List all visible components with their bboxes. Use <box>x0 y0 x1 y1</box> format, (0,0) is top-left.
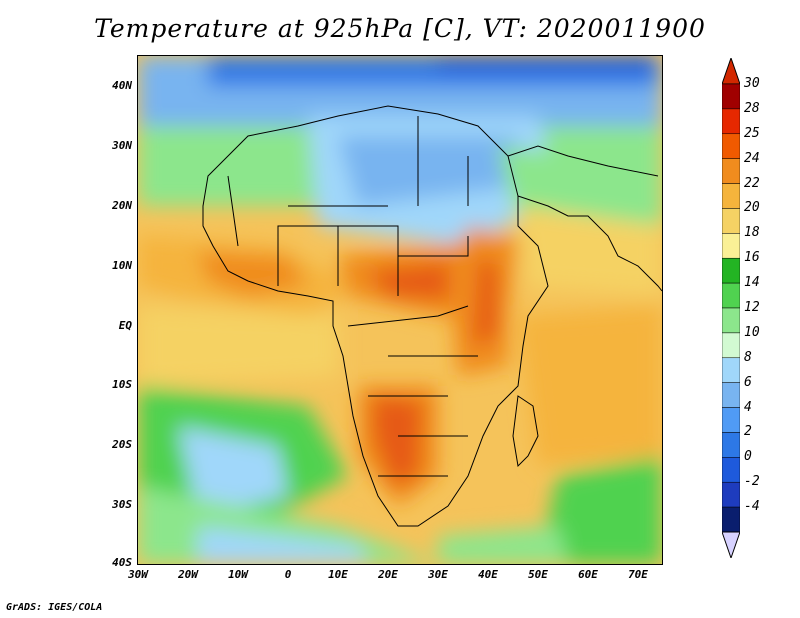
lat-label: 20N <box>112 199 132 212</box>
colorbar <box>722 58 740 558</box>
colorbar-swatch <box>722 183 740 209</box>
lon-label: 20E <box>378 568 398 581</box>
colorbar-swatch <box>722 457 740 483</box>
colorbar-swatch <box>722 282 740 309</box>
colorbar-label: 10 <box>744 324 760 340</box>
lon-label: 50E <box>528 568 548 581</box>
colorbar-label: -2 <box>744 474 760 490</box>
colorbar-label: 22 <box>744 175 760 191</box>
lon-label: 20W <box>178 568 198 581</box>
credit-text: GrADS: IGES/COLA <box>6 602 103 613</box>
colorbar-label: 28 <box>744 100 760 116</box>
lat-label: 40N <box>112 79 132 92</box>
lon-label: 10E <box>328 568 348 581</box>
lon-label: 30W <box>128 568 148 581</box>
lat-label: 40S <box>112 556 132 569</box>
colorbar-label: 14 <box>744 275 760 291</box>
lat-label: 20S <box>112 438 132 451</box>
colorbar-swatch <box>722 257 740 284</box>
colorbar-swatch <box>722 158 740 184</box>
colorbar-label: 6 <box>744 374 752 390</box>
colorbar-label: -4 <box>744 499 760 515</box>
colorbar-swatch <box>722 481 740 508</box>
colorbar-swatch <box>722 357 740 383</box>
colorbar-label: 8 <box>744 349 752 365</box>
lat-label: 30N <box>112 139 132 152</box>
colorbar-swatch <box>722 83 740 110</box>
colorbar-top-triangle <box>722 58 740 85</box>
colorbar-label: 0 <box>744 449 752 465</box>
colorbar-label: 20 <box>744 200 760 216</box>
colorbar-swatch <box>722 108 740 135</box>
colorbar-swatch <box>722 506 740 533</box>
temperature-map <box>137 55 663 565</box>
lat-label: EQ <box>118 319 132 332</box>
colorbar-swatch <box>722 307 740 334</box>
colorbar-label: 24 <box>744 150 760 166</box>
lon-label: 60E <box>578 568 598 581</box>
lat-label: 30S <box>112 498 132 511</box>
colorbar-label: 2 <box>744 424 752 440</box>
colorbar-swatch <box>722 432 740 458</box>
lon-label: 70E <box>628 568 648 581</box>
colorbar-label: 25 <box>744 125 760 141</box>
map-title: Temperature at 925hPa [C], VT: 202001190… <box>94 14 706 43</box>
colorbar-swatch <box>722 133 740 159</box>
colorbar-label: 18 <box>744 225 760 241</box>
colorbar-bottom-triangle <box>722 531 740 558</box>
colorbar-swatch <box>722 233 740 259</box>
lon-label: 30E <box>428 568 448 581</box>
lat-label: 10S <box>112 378 132 391</box>
colorbar-label: 16 <box>744 250 760 266</box>
lat-label: 10N <box>112 259 132 272</box>
colorbar-swatch <box>722 382 740 408</box>
colorbar-swatch <box>722 332 740 359</box>
colorbar-label: 30 <box>744 76 760 91</box>
lon-label: 0 <box>284 568 292 581</box>
lon-label: 10W <box>228 568 248 581</box>
colorbar-swatch <box>722 407 740 433</box>
colorbar-label: 12 <box>744 300 760 315</box>
colorbar-label: 4 <box>744 399 752 415</box>
colorbar-swatch <box>722 208 740 234</box>
lon-label: 40E <box>478 568 498 581</box>
